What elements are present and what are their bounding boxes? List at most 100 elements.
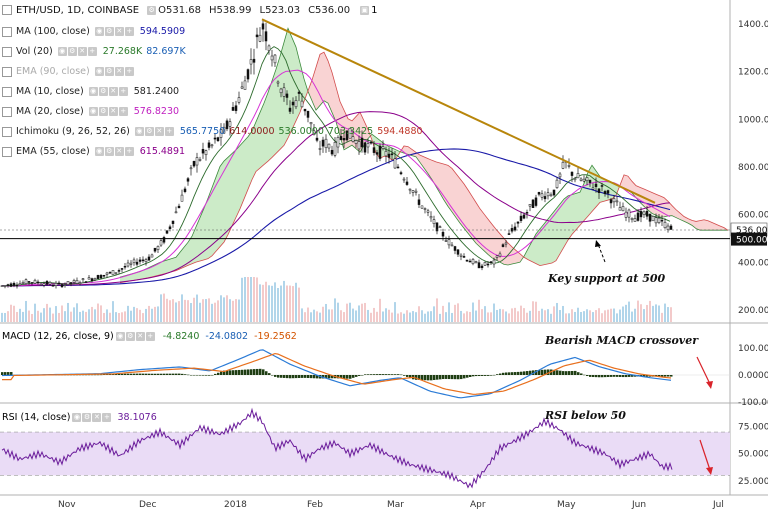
volume-bar (604, 310, 606, 322)
ichimoku-cloud (448, 165, 452, 212)
macd-histogram-bar (487, 375, 490, 376)
visibility-checkbox[interactable] (2, 106, 12, 117)
macd-histogram-bar (409, 375, 412, 379)
macd-histogram-bar (253, 369, 256, 375)
macd-histogram-bar (277, 375, 280, 378)
volume-bar (40, 312, 42, 322)
rsi-legend: RSI (14, close) ◉ ⚙ ✕ + 38.1076 (2, 412, 157, 423)
volume-bar (652, 305, 654, 322)
volume-bar (583, 311, 585, 322)
volume-bar (211, 303, 213, 322)
candle-body (27, 281, 31, 283)
visibility-checkbox[interactable] (2, 126, 12, 137)
candle-body (450, 244, 454, 247)
volume-bar (367, 309, 369, 322)
bar-count-icon[interactable]: ▣ (360, 5, 370, 15)
candle-body (186, 178, 190, 182)
macd-controls[interactable]: ◉ ⚙ ✕ + (115, 332, 155, 341)
macd-arrow-head (706, 381, 713, 389)
rsi-tick-label: 50.0000 (738, 450, 768, 460)
header-controls[interactable]: ⚙ (147, 5, 157, 15)
volume-bar (25, 300, 27, 322)
candle-body (576, 173, 580, 179)
indicator-controls[interactable]: ◉ ⚙ ✕ + (88, 107, 128, 116)
indicator-controls[interactable]: ◉ ⚙ ✕ + (94, 67, 134, 76)
ichimoku-cloud (472, 196, 476, 244)
ma-10-line (1, 46, 671, 287)
indicator-controls[interactable]: ◉ ⚙ ✕ + (88, 87, 128, 96)
volume-bar (355, 310, 357, 322)
candle-body (300, 100, 304, 108)
macd-histogram-bar (631, 375, 634, 377)
visibility-checkbox[interactable] (2, 146, 12, 157)
macd-histogram-bar (448, 375, 451, 380)
macd-histogram-bar (340, 375, 343, 379)
volume-bar (508, 313, 510, 322)
candle-body (648, 213, 652, 222)
candle-body (624, 211, 628, 218)
rsi-tick-label: 25.0000 (738, 477, 768, 487)
ichimoku-cloud (436, 161, 440, 194)
trend-line (261, 18, 656, 204)
candle-body (354, 140, 358, 144)
volume-bar (418, 306, 420, 322)
macd-histogram-bar (250, 369, 253, 375)
macd-value-2: -24.0802 (205, 331, 249, 342)
volume-bar (517, 311, 519, 322)
volume-bar (235, 299, 237, 322)
indicator-row: MA (20, close) ◉ ⚙ ✕ + 576.8230 (2, 104, 179, 119)
visibility-checkbox[interactable] (2, 26, 12, 37)
indicator-controls[interactable]: ◉ ⚙ ✕ + (57, 47, 97, 56)
ichimoku-cloud (144, 268, 148, 279)
indicator-controls[interactable]: ◉ ⚙ ✕ + (134, 127, 174, 136)
macd-histogram-bar (130, 373, 133, 375)
ichimoku-cloud (240, 141, 244, 209)
macd-histogram-bar (298, 375, 301, 378)
volume-bar (589, 310, 591, 322)
candle-body (540, 193, 544, 198)
macd-histogram-bar (505, 372, 508, 375)
candle-body (240, 86, 244, 89)
volume-bar (229, 299, 231, 322)
volume-bar (547, 309, 549, 322)
macd-histogram-bar (565, 371, 568, 375)
volume-bar (322, 306, 324, 322)
ichimoku-cloud (604, 179, 608, 202)
current-price-label: 536.00 (736, 226, 768, 236)
ichimoku-cloud (704, 219, 708, 231)
visibility-checkbox[interactable] (2, 46, 12, 57)
settings-icon[interactable]: ⚙ (147, 5, 157, 15)
ohlc-high: H538.99 (209, 4, 252, 16)
rsi-controls[interactable]: ◉ ⚙ ✕ + (72, 413, 112, 422)
candle-body (453, 246, 457, 251)
indicator-controls[interactable]: ◉ ⚙ ✕ + (94, 147, 134, 156)
volume-bar (85, 311, 87, 322)
macd-histogram-bar (439, 375, 442, 380)
candle-body (330, 149, 334, 155)
volume-bar (379, 298, 381, 322)
visibility-checkbox[interactable] (2, 86, 12, 97)
macd-histogram-bar (328, 375, 331, 379)
volume-bar (130, 310, 132, 322)
candle-body (573, 178, 577, 181)
volume-bar (289, 285, 291, 322)
indicator-controls[interactable]: ◉ ⚙ ✕ + (94, 27, 134, 36)
volume-bar (535, 301, 537, 322)
macd-histogram-bar (382, 374, 385, 375)
candle-body (159, 240, 163, 246)
candle-body (123, 265, 127, 268)
visibility-checkbox[interactable] (2, 66, 12, 77)
macd-histogram-bar (175, 373, 178, 375)
candle-body (447, 239, 451, 246)
indicator-value: 581.2400 (133, 86, 180, 97)
candle-body (369, 141, 373, 144)
macd-histogram-bar (133, 373, 136, 375)
collapse-toggle[interactable] (2, 5, 12, 15)
volume-bar (439, 313, 441, 322)
volume-bar (175, 302, 177, 322)
indicator-value: 82.697K (146, 46, 186, 57)
volume-bar (613, 308, 615, 322)
volume-bar (76, 303, 78, 322)
macd-histogram-bar (157, 373, 160, 375)
volume-bar (607, 309, 609, 322)
